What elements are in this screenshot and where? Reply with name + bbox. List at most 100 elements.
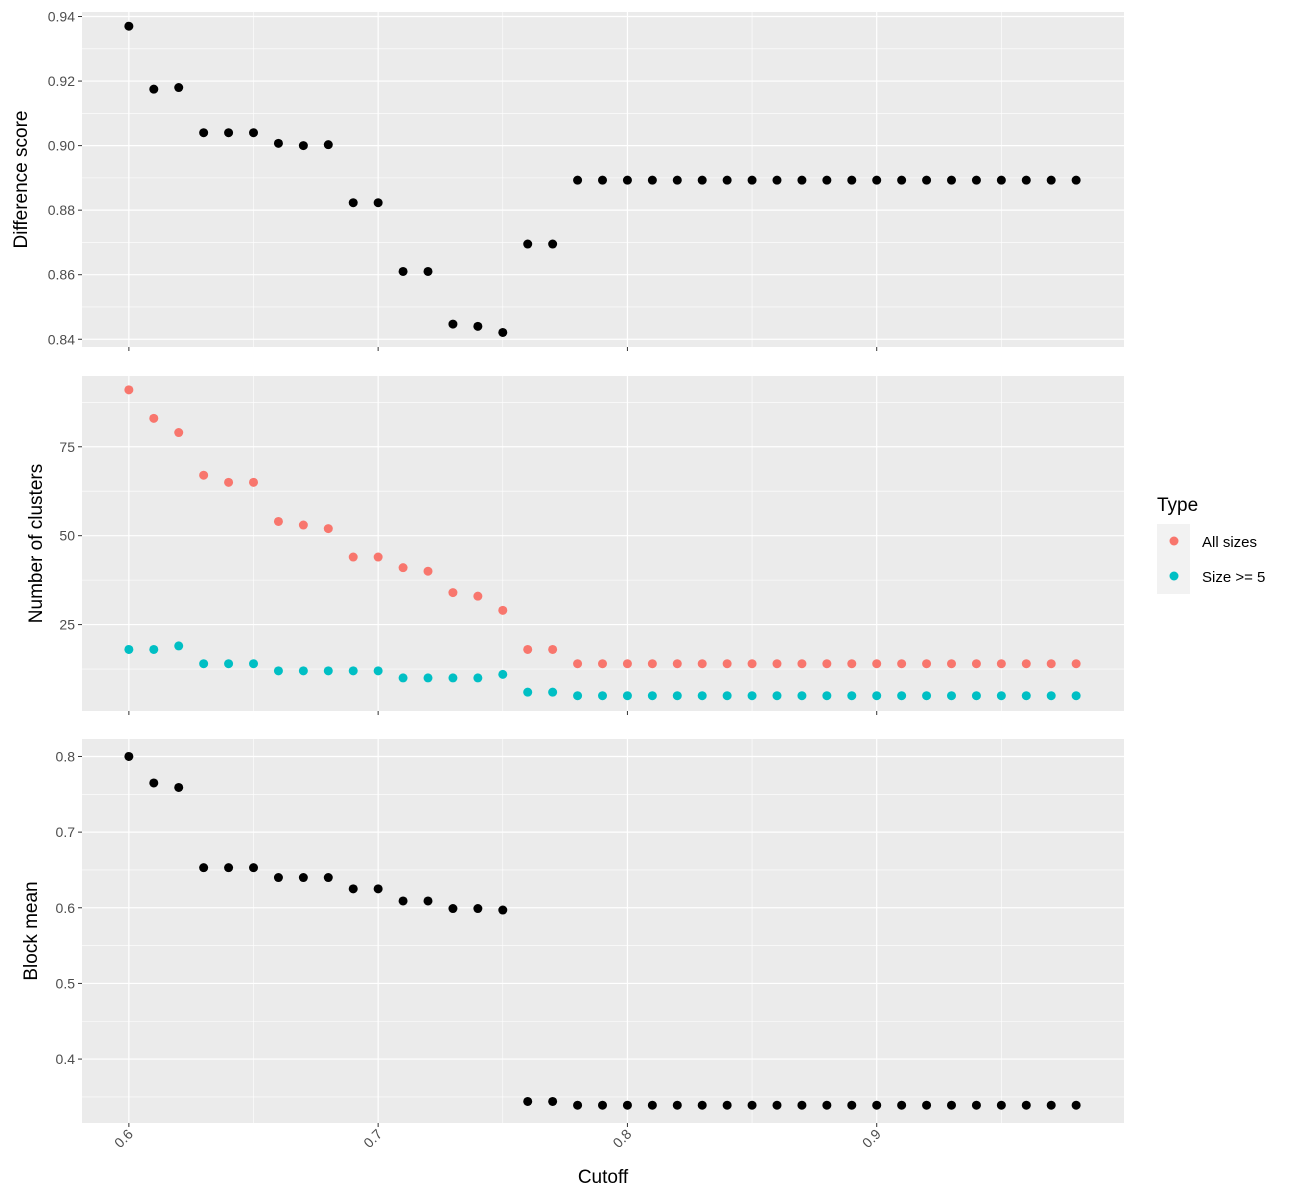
data-point: [897, 175, 907, 185]
data-point: [448, 588, 458, 598]
data-point: [149, 84, 159, 94]
data-point: [996, 175, 1006, 185]
data-point: [672, 691, 682, 701]
data-point: [174, 782, 184, 792]
data-point: [747, 1100, 757, 1110]
data-point: [498, 905, 508, 915]
data-point: [598, 1100, 608, 1110]
data-point: [922, 659, 932, 669]
data-point: [224, 659, 234, 669]
data-point: [772, 659, 782, 669]
data-point: [174, 428, 184, 438]
legend-title: Type: [1157, 495, 1198, 516]
data-point: [622, 175, 632, 185]
y-tick-label: 0.90: [48, 138, 75, 154]
data-point: [946, 659, 956, 669]
data-point: [249, 128, 259, 138]
data-point: [448, 904, 458, 914]
data-point: [672, 659, 682, 669]
data-point: [249, 863, 259, 873]
data-point: [273, 138, 283, 148]
data-point: [996, 659, 1006, 669]
data-point: [398, 266, 408, 276]
data-point: [872, 691, 882, 701]
data-point: [872, 1100, 882, 1110]
y-tick-label: 0.86: [48, 267, 75, 283]
data-point: [946, 691, 956, 701]
panel-1: 0.84 0.86 0.88 0.90 0.92 0.94 Difference score: [11, 9, 1124, 351]
data-point: [722, 691, 732, 701]
data-point: [647, 175, 657, 185]
data-point: [772, 175, 782, 185]
data-point: [323, 873, 333, 883]
data-point: [224, 863, 234, 873]
data-point: [573, 175, 583, 185]
y-tick-label: 0.94: [48, 9, 75, 25]
data-point: [747, 691, 757, 701]
data-point: [1046, 1100, 1056, 1110]
panel-background: [82, 376, 1124, 711]
data-point: [273, 666, 283, 676]
data-point: [772, 691, 782, 701]
legend: Type All sizes Size >= 5: [1157, 495, 1265, 594]
panels: 0.84 0.86 0.88 0.90 0.92 0.94 Difference score…: [11, 9, 1124, 1127]
data-point: [273, 873, 283, 883]
data-point: [772, 1100, 782, 1110]
data-point: [573, 691, 583, 701]
data-point: [922, 1100, 932, 1110]
data-point: [298, 873, 308, 883]
data-point: [971, 175, 981, 185]
data-point: [199, 470, 209, 480]
data-point: [348, 198, 358, 208]
y-tick-label: 25: [59, 617, 75, 633]
data-point: [149, 778, 159, 788]
data-point: [1021, 175, 1031, 185]
x-tick-label: 0.8: [609, 1126, 634, 1151]
data-point: [847, 659, 857, 669]
data-point: [523, 239, 533, 249]
y-tick-label: 0.5: [56, 975, 76, 991]
data-point: [348, 552, 358, 562]
data-point: [573, 1100, 583, 1110]
y-tick-label: 0.8: [56, 748, 76, 764]
data-point: [373, 884, 383, 894]
data-point: [1071, 691, 1081, 701]
data-point: [473, 321, 483, 331]
data-point: [1021, 1100, 1031, 1110]
data-point: [473, 673, 483, 683]
data-point: [548, 687, 558, 697]
data-point: [174, 641, 184, 651]
data-point: [697, 691, 707, 701]
data-point: [971, 1100, 981, 1110]
data-point: [598, 659, 608, 669]
data-point: [473, 904, 483, 914]
data-point: [199, 863, 209, 873]
data-point: [622, 691, 632, 701]
data-point: [423, 266, 433, 276]
data-point: [847, 1100, 857, 1110]
data-point: [922, 175, 932, 185]
legend-label-all-sizes: All sizes: [1202, 534, 1257, 551]
y-tick-label: 0.92: [48, 73, 75, 89]
legend-label-size-ge-5: Size >= 5: [1202, 569, 1265, 586]
data-point: [747, 659, 757, 669]
data-point: [946, 1100, 956, 1110]
data-point: [249, 659, 259, 669]
data-point: [523, 1096, 533, 1106]
data-point: [149, 644, 159, 654]
data-point: [174, 83, 184, 93]
data-point: [722, 659, 732, 669]
data-point: [298, 520, 308, 530]
data-point: [199, 659, 209, 669]
data-point: [199, 128, 209, 138]
data-point: [423, 896, 433, 906]
legend-key-background: [1157, 524, 1190, 594]
data-point: [398, 673, 408, 683]
data-point: [822, 659, 832, 669]
data-point: [822, 1100, 832, 1110]
y-tick-label: 0.7: [56, 824, 76, 840]
legend-key-all-sizes: [1169, 536, 1179, 546]
y-axis-title: Block mean: [21, 881, 42, 980]
data-point: [1071, 1100, 1081, 1110]
